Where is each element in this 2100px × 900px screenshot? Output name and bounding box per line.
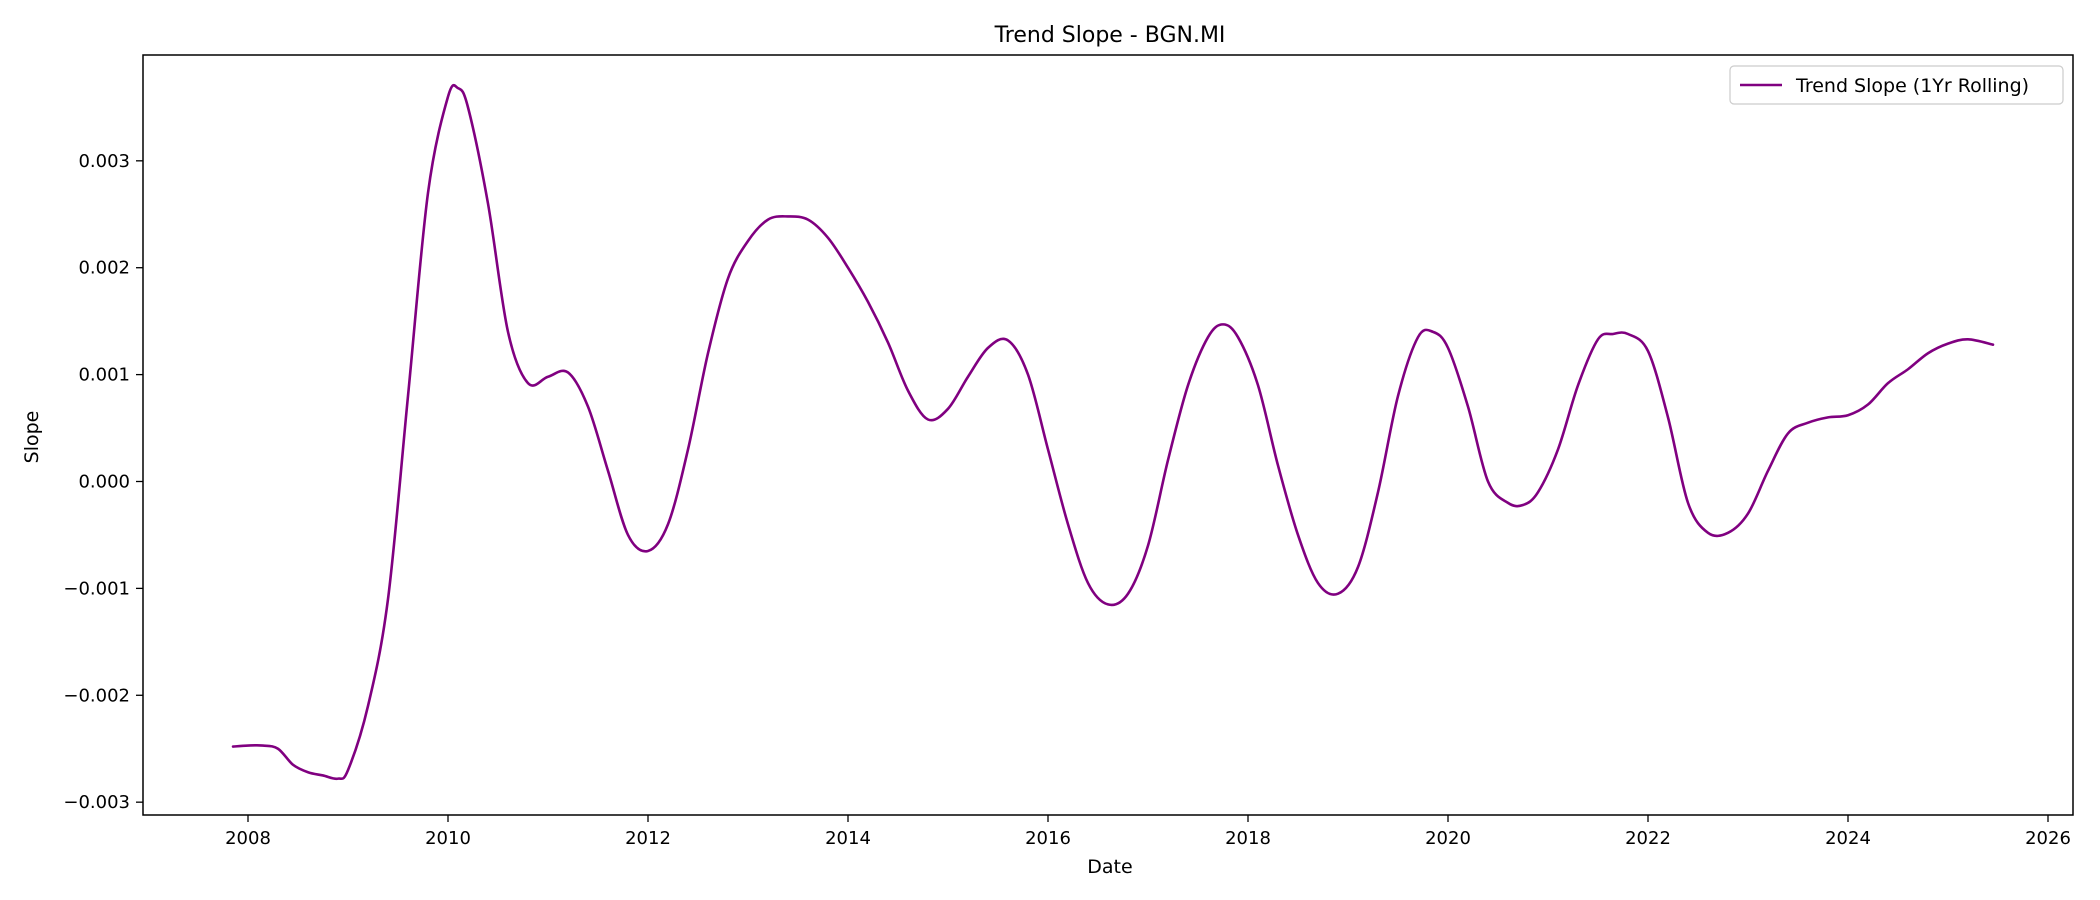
x-tick-label: 2022 bbox=[1625, 828, 1671, 849]
x-axis-label: Date bbox=[1087, 856, 1132, 878]
y-tick-label: 0.000 bbox=[78, 471, 130, 492]
y-tick-label: 0.003 bbox=[78, 151, 130, 172]
x-tick-label: 2012 bbox=[625, 828, 671, 849]
y-tick-label: −0.001 bbox=[63, 578, 130, 599]
legend: Trend Slope (1Yr Rolling) bbox=[1729, 65, 2064, 105]
y-axis-ticks: −0.003 −0.002 −0.001 0.000 0.001 0.002 0.003 bbox=[63, 151, 143, 813]
y-axis-label: Slope bbox=[21, 411, 43, 464]
x-tick-label: 2024 bbox=[1825, 828, 1871, 849]
legend-label: Trend Slope (1Yr Rolling) bbox=[1795, 75, 2029, 97]
plot-frame bbox=[142, 54, 2074, 816]
series-layer bbox=[231, 83, 1995, 781]
y-tick-label: 0.002 bbox=[78, 258, 130, 279]
x-tick-label: 2014 bbox=[825, 828, 871, 849]
x-tick-label: 2020 bbox=[1425, 828, 1471, 849]
x-tick-label: 2010 bbox=[425, 828, 471, 849]
x-tick-label: 2018 bbox=[1225, 828, 1271, 849]
x-axis-ticks: 2008 2010 2012 2014 2016 2018 2020 2022 2024 2026 bbox=[225, 815, 2071, 849]
y-axis-label-group: Slope bbox=[21, 411, 43, 464]
x-tick-label: 2008 bbox=[225, 828, 271, 849]
y-tick-label: 0.001 bbox=[78, 365, 130, 386]
legend-box bbox=[1729, 65, 2064, 105]
x-tick-label: 2016 bbox=[1025, 828, 1071, 849]
x-tick-label: 2026 bbox=[2025, 828, 2071, 849]
y-tick-label: −0.002 bbox=[63, 685, 130, 706]
y-tick-label: −0.003 bbox=[63, 792, 130, 813]
series-line-0 bbox=[231, 83, 1995, 781]
chart-title: Trend Slope - BGN.MI bbox=[994, 23, 1226, 48]
